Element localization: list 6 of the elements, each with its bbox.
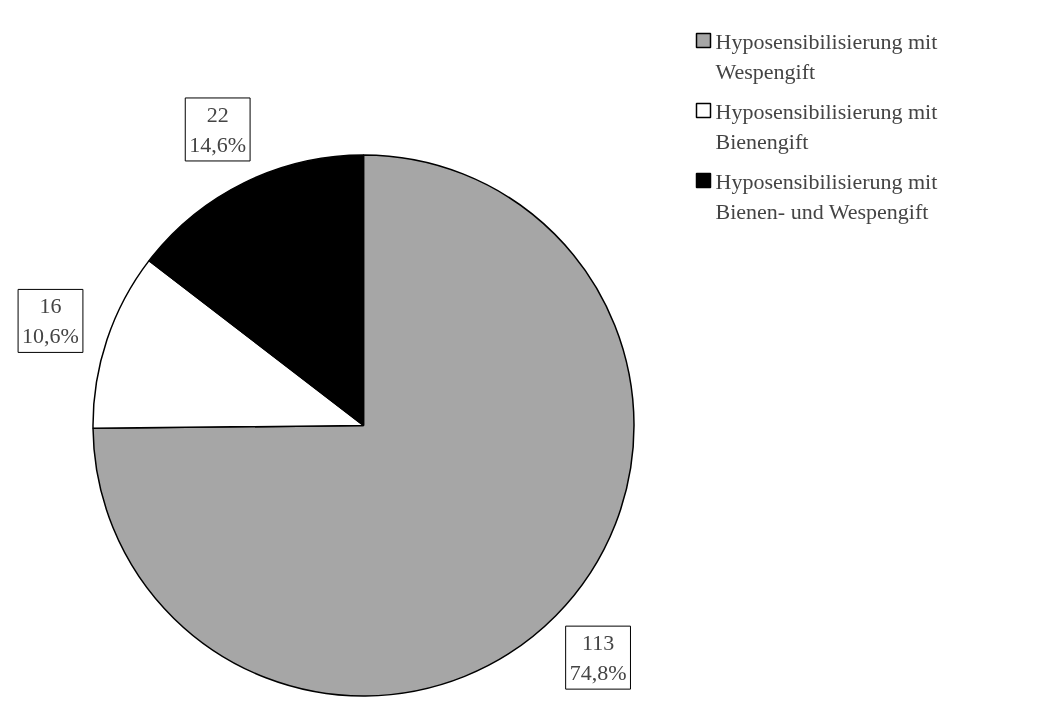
data-label: 16 10,6% [22, 293, 79, 349]
legend-label: Hyposensibilisierung mit Bienen- und Wespengift [715, 168, 938, 224]
data-label: 22 14,6% [189, 101, 247, 157]
legend-label: Hyposensibilisierung mit Bienengift [715, 98, 938, 154]
data-label: 113 74,8% [569, 630, 627, 686]
legend-label: Hyposensibilisierung mit Wespengift [715, 28, 938, 84]
